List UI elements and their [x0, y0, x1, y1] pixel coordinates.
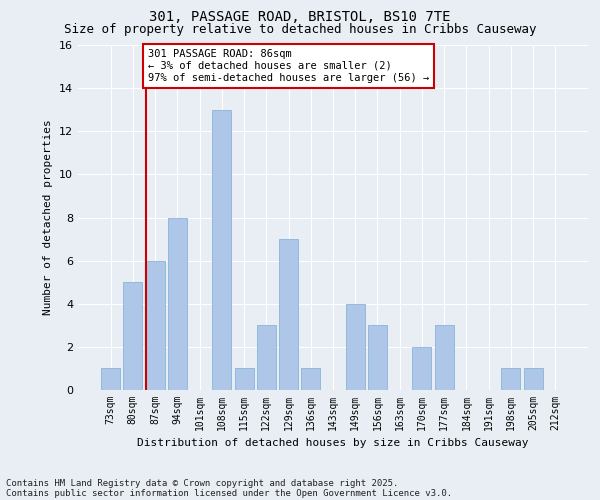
Bar	[435, 326, 454, 390]
Y-axis label: Number of detached properties: Number of detached properties	[43, 120, 53, 316]
Bar	[257, 326, 276, 390]
Bar	[212, 110, 231, 390]
Bar	[124, 282, 142, 390]
Bar	[301, 368, 320, 390]
Bar	[502, 368, 520, 390]
Text: Size of property relative to detached houses in Cribbs Causeway: Size of property relative to detached ho…	[64, 22, 536, 36]
Bar	[412, 347, 431, 390]
Bar	[235, 368, 254, 390]
Bar	[279, 239, 298, 390]
Text: Contains public sector information licensed under the Open Government Licence v3: Contains public sector information licen…	[6, 488, 452, 498]
Bar	[524, 368, 542, 390]
Bar	[146, 260, 164, 390]
Bar	[101, 368, 120, 390]
Text: Contains HM Land Registry data © Crown copyright and database right 2025.: Contains HM Land Registry data © Crown c…	[6, 478, 398, 488]
Bar	[168, 218, 187, 390]
Bar	[346, 304, 365, 390]
X-axis label: Distribution of detached houses by size in Cribbs Causeway: Distribution of detached houses by size …	[137, 438, 529, 448]
Text: 301, PASSAGE ROAD, BRISTOL, BS10 7TE: 301, PASSAGE ROAD, BRISTOL, BS10 7TE	[149, 10, 451, 24]
Text: 301 PASSAGE ROAD: 86sqm
← 3% of detached houses are smaller (2)
97% of semi-deta: 301 PASSAGE ROAD: 86sqm ← 3% of detached…	[148, 50, 429, 82]
Bar	[368, 326, 387, 390]
